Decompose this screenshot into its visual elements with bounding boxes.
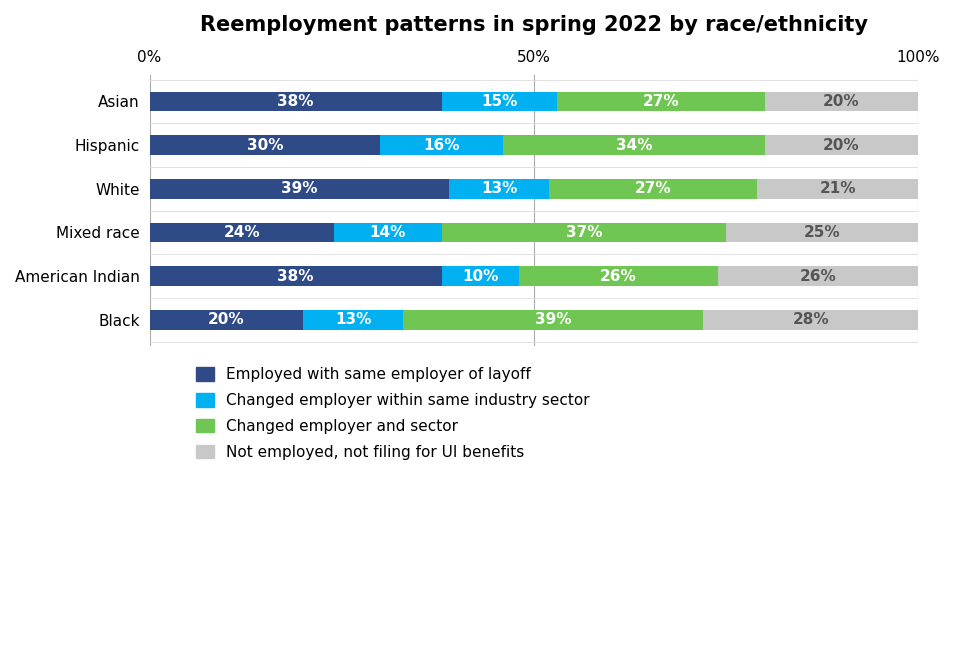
Bar xyxy=(150,91,441,111)
Text: 26%: 26% xyxy=(600,269,637,284)
Bar xyxy=(150,223,334,242)
Text: 20%: 20% xyxy=(208,312,244,327)
Bar xyxy=(726,223,919,242)
Bar xyxy=(441,223,726,242)
Text: 34%: 34% xyxy=(616,137,652,152)
Bar xyxy=(519,266,718,286)
Bar xyxy=(150,310,304,330)
Bar xyxy=(304,310,403,330)
Bar xyxy=(703,310,919,330)
Bar xyxy=(150,266,441,286)
Bar xyxy=(403,310,703,330)
Title: Reemployment patterns in spring 2022 by race/ethnicity: Reemployment patterns in spring 2022 by … xyxy=(200,15,868,35)
Text: 39%: 39% xyxy=(281,181,318,196)
Text: 37%: 37% xyxy=(565,225,603,240)
Bar xyxy=(150,135,380,155)
Bar xyxy=(756,179,919,198)
Text: 21%: 21% xyxy=(819,181,856,196)
Text: 15%: 15% xyxy=(481,94,518,109)
Text: 13%: 13% xyxy=(481,181,518,196)
Bar xyxy=(450,179,549,198)
Text: 39%: 39% xyxy=(535,312,571,327)
Bar xyxy=(503,135,765,155)
Text: 26%: 26% xyxy=(800,269,837,284)
Text: 16%: 16% xyxy=(423,137,460,152)
Text: 24%: 24% xyxy=(223,225,260,240)
Text: 25%: 25% xyxy=(804,225,840,240)
Text: 38%: 38% xyxy=(277,94,314,109)
Bar xyxy=(549,179,756,198)
Bar xyxy=(150,179,450,198)
Text: 13%: 13% xyxy=(335,312,371,327)
Bar xyxy=(334,223,441,242)
Text: 20%: 20% xyxy=(823,94,860,109)
Text: 10%: 10% xyxy=(462,269,499,284)
Text: 27%: 27% xyxy=(635,181,671,196)
Bar xyxy=(765,135,919,155)
Text: 20%: 20% xyxy=(823,137,860,152)
Bar xyxy=(765,91,919,111)
Bar xyxy=(380,135,503,155)
Bar xyxy=(441,266,519,286)
Text: 38%: 38% xyxy=(277,269,314,284)
Text: 14%: 14% xyxy=(370,225,406,240)
Legend: Employed with same employer of layoff, Changed employer within same industry sec: Employed with same employer of layoff, C… xyxy=(196,367,590,459)
Text: 30%: 30% xyxy=(246,137,283,152)
Bar xyxy=(441,91,557,111)
Bar xyxy=(557,91,765,111)
Bar xyxy=(718,266,919,286)
Text: 27%: 27% xyxy=(643,94,679,109)
Text: 28%: 28% xyxy=(793,312,829,327)
